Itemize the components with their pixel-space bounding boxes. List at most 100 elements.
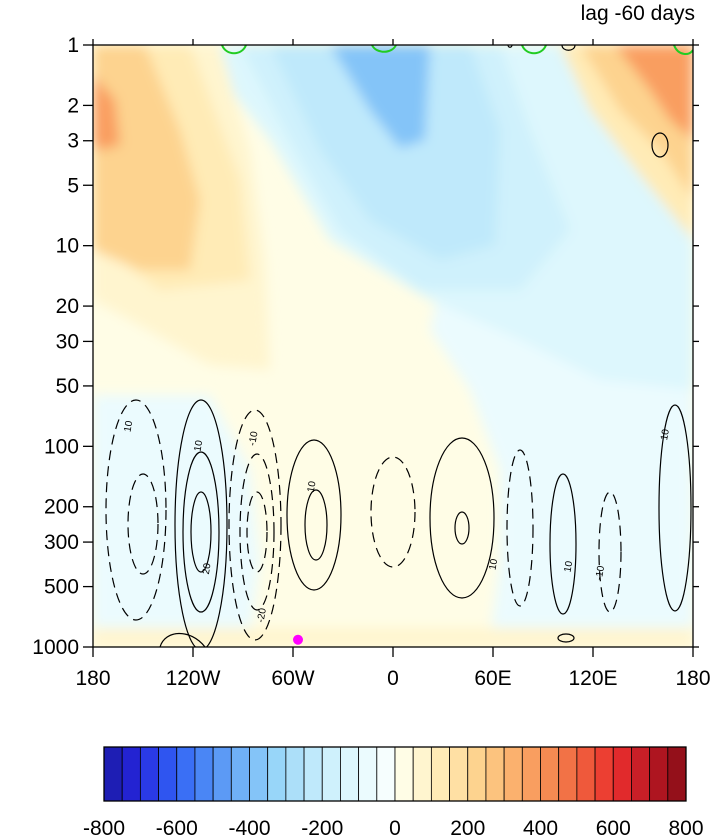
colorbar-swatch: [176, 746, 196, 802]
colorbar-swatch: [558, 746, 578, 802]
colorbar-swatch: [358, 746, 378, 802]
contour-pos-160E-upper: [651, 132, 669, 158]
colorbar-swatch: [285, 746, 305, 802]
colorbar-swatch: [194, 746, 214, 802]
colorbar-swatch: [303, 746, 323, 802]
y-tick-label: 3: [67, 130, 79, 153]
y-tick-label: 50: [56, 375, 79, 398]
contour-pos-115W-outer: [174, 399, 228, 647]
colorbar-swatch: [612, 746, 632, 802]
colorbar-swatch: [467, 746, 487, 802]
colorbar-swatch: [485, 746, 505, 802]
shaded-field: [93, 45, 693, 647]
green-contour-1: [221, 45, 247, 55]
y-tick-label: 30: [56, 330, 79, 353]
green-contour-4: [673, 45, 693, 55]
y-tick-label: 1000: [32, 636, 79, 659]
colorbar-swatch: [594, 746, 614, 802]
x-tick-label: 180: [75, 667, 110, 690]
colorbar-tick-label: 200: [450, 817, 485, 838]
contour-neg-135E: [598, 491, 622, 613]
y-axis: 1 2 3 5 10 20 30 50 100 200 300 500 1000: [32, 34, 699, 659]
y-tick-label: 10: [56, 235, 79, 258]
colorbar-tick-label: 0: [389, 817, 401, 838]
y-tick-label: 5: [67, 174, 79, 197]
shade-blue-core: [330, 45, 430, 148]
shade-warm-west-4: [93, 75, 120, 150]
colorbar-swatch: [139, 746, 159, 802]
colorbar-swatch: [321, 746, 341, 802]
colorbar-frame: [103, 746, 687, 802]
y-tick-label: 20: [56, 295, 79, 318]
x-tick-label: 60E: [474, 667, 511, 690]
x-tick-label: 0: [387, 667, 399, 690]
contour-pos-40E-inner: [454, 511, 470, 545]
contours: [105, 45, 692, 647]
colorbar-swatch: [340, 746, 360, 802]
y-tick-label: 1: [67, 34, 79, 57]
colorbar-tick-label: -800: [83, 817, 125, 838]
green-contour-2: [371, 45, 397, 53]
colorbar-swatch: [376, 746, 396, 802]
shade-warm-west-3: [93, 45, 200, 270]
colorbar-swatch: [249, 746, 269, 802]
contour-label: 10: [192, 439, 205, 452]
x-tick-label: 120W: [166, 667, 221, 690]
contour-neg-80W-mid: [239, 453, 275, 611]
contour-neg-150W-outer: [105, 399, 167, 621]
colorbar-tick-label: -600: [156, 817, 198, 838]
contour-neg-70E: [506, 449, 534, 607]
contour-label: -20: [256, 607, 269, 624]
contour-label: 20: [201, 562, 214, 575]
contour-pos-45W-inner: [304, 489, 328, 561]
colorbar-tick-label: 800: [668, 817, 703, 838]
colorbar-swatch: [449, 746, 469, 802]
colorbar-swatch: [394, 746, 414, 802]
contour-labels: 10 10 -10 20 -20 10 10 10 -10 10: [122, 420, 672, 624]
colorbar-swatch: [121, 746, 141, 802]
contour-label: -10: [594, 565, 607, 582]
y-tick-label: 300: [44, 531, 79, 554]
contour-pos-115W-inner: [190, 491, 212, 573]
colorbar-swatch: [503, 746, 523, 802]
colorbar-swatch: [649, 746, 669, 802]
contour-label: -10: [247, 430, 260, 447]
contour-label: 10: [306, 480, 319, 493]
contour-neg-80W-outer: [228, 409, 282, 641]
colorbar-swatch: [540, 746, 560, 802]
x-axis: 180 120W 60W 0 60E 120E 180: [75, 39, 711, 690]
colorbar-swatch: [412, 746, 432, 802]
contour-pos-115W-mid: [182, 451, 220, 613]
contour-label: 10: [659, 428, 672, 441]
colorbar-tick-label: -200: [301, 817, 343, 838]
colorbar-swatch: [667, 746, 687, 802]
marker-dot: [293, 634, 303, 645]
colorbar-swatch: [103, 746, 123, 802]
green-contours: [221, 45, 693, 55]
colorbar-swatch: [576, 746, 596, 802]
colorbar-tick-label: -400: [228, 817, 270, 838]
colorbar: -800 -600 -400 -200 0 200 400 600 800: [83, 746, 704, 838]
contour-label: 10: [487, 558, 500, 571]
colorbar-swatch: [631, 746, 651, 802]
x-tick-label: 180: [675, 667, 710, 690]
contour-pos-65E-top: [507, 45, 513, 48]
colorbar-swatch: [430, 746, 450, 802]
colorbar-swatch: [212, 746, 232, 802]
colorbar-swatch: [158, 746, 178, 802]
chart-title: lag -60 days: [581, 2, 695, 25]
y-tick-label: 2: [67, 94, 79, 117]
shade-blue-mid: [270, 45, 500, 260]
contour-pos-40W-bottom: [159, 632, 206, 647]
green-contour-3: [521, 45, 547, 55]
x-tick-label: 60W: [271, 667, 314, 690]
contour-pos-150E-top: [561, 45, 576, 51]
contour-label: 10: [562, 560, 575, 573]
colorbar-tick-label: 600: [596, 817, 631, 838]
contour-neg-80W-inner: [246, 491, 268, 573]
colorbar-tick-label: 400: [523, 817, 558, 838]
contour-neg-150W-inner: [127, 473, 159, 575]
shade-cyan-low: [93, 395, 260, 635]
contour-label: 10: [122, 420, 135, 433]
contour-neg-0: [370, 456, 416, 568]
